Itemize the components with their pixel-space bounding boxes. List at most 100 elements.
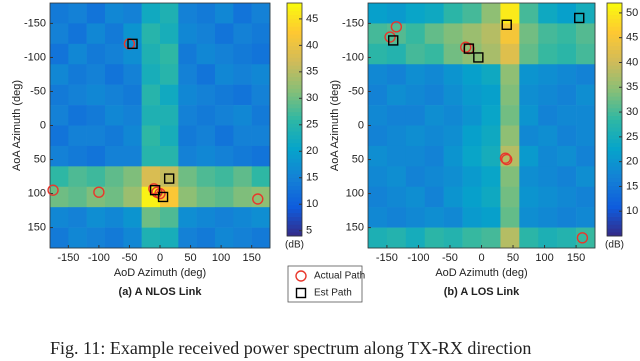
colorbar-step	[287, 26, 302, 31]
colorbar-step	[607, 41, 622, 47]
heatmap-cell	[576, 64, 596, 85]
heatmap-cell	[68, 145, 87, 167]
colorbar-step	[287, 53, 302, 58]
colorbar-step	[287, 107, 302, 113]
heatmap-cell	[519, 64, 539, 85]
heatmap-cell	[105, 207, 124, 228]
heatmap-cell	[251, 3, 271, 24]
heatmap-cell	[196, 64, 216, 85]
heatmap-cell	[233, 145, 252, 167]
heatmap-cell	[368, 23, 388, 45]
heatmap-cell	[405, 125, 426, 147]
heatmap-cell	[196, 3, 216, 24]
heatmap-cell	[215, 84, 234, 106]
heatmap-cell	[196, 166, 216, 188]
colorbar-step	[287, 119, 302, 124]
colorbar-step	[287, 10, 302, 16]
heatmap-cell	[368, 186, 388, 208]
heatmap-cell	[576, 105, 596, 126]
heatmap-cell	[141, 84, 161, 106]
heatmap-cell	[68, 3, 87, 24]
y-axis-label: AoA Azimuth (deg)	[11, 80, 23, 171]
colorbar-step	[607, 212, 622, 217]
colorbar-step	[287, 3, 302, 8]
heatmap-cell	[405, 207, 426, 228]
heatmap-cell	[160, 166, 179, 188]
colorbar-step	[287, 76, 302, 82]
heatmap-cell	[368, 125, 388, 147]
heatmap-cell	[500, 166, 520, 188]
heatmap-cell	[68, 105, 87, 126]
colorbar-step	[607, 34, 622, 39]
heatmap-cell	[160, 64, 179, 85]
colorbar-tick-label: 30	[626, 106, 638, 118]
heatmap-cell	[386, 186, 407, 208]
heatmap-cell	[233, 84, 252, 106]
heatmap-cell	[519, 23, 539, 45]
heatmap-cell	[178, 207, 197, 228]
heatmap-cell	[233, 43, 252, 65]
colorbar-step	[607, 3, 622, 8]
heatmap-cell	[386, 145, 407, 167]
colorbar-step	[607, 154, 622, 159]
heatmap-cell	[178, 3, 197, 24]
actual-path-marker	[47, 184, 59, 196]
heatmap-cell	[233, 23, 252, 45]
x-tick-label: 0	[157, 252, 163, 264]
colorbar-step	[607, 189, 622, 194]
panel-caption: (b) A LOS Link	[444, 286, 520, 298]
heatmap-cell	[386, 227, 407, 249]
heatmap-cell	[196, 84, 216, 106]
heatmap-cell	[576, 125, 596, 147]
heatmap-cell	[500, 207, 520, 228]
colorbar-step	[287, 6, 302, 12]
heatmap-cell	[424, 23, 444, 45]
colorbar-step	[607, 150, 622, 155]
heatmap-cell	[424, 186, 444, 208]
colorbar-step	[287, 88, 302, 93]
colorbar-step	[607, 185, 622, 190]
x-axis-label: AoD Azimuth (deg)	[114, 267, 206, 279]
colorbar-step	[287, 92, 302, 97]
x-tick-label: 150	[567, 252, 585, 264]
heatmap-cell	[215, 207, 234, 228]
heatmap-cell	[178, 43, 197, 65]
heatmap-cell	[576, 43, 596, 65]
heatmap-cell	[386, 207, 407, 228]
heatmap-cell	[141, 105, 161, 126]
colorbar-tick-label: 10	[626, 205, 638, 217]
heatmap-cell	[519, 145, 539, 167]
heatmap-cell	[105, 3, 124, 24]
heatmap-cell	[557, 43, 577, 65]
heatmap-cell	[251, 64, 271, 85]
colorbar-tick-label: 15	[306, 172, 318, 184]
est-path-marker	[163, 173, 175, 184]
colorbar-step	[607, 162, 622, 167]
legend-label: Actual Path	[314, 271, 365, 282]
legend-box	[287, 265, 363, 303]
heatmap-cell	[160, 105, 179, 126]
heatmap-cell	[424, 145, 444, 167]
heatmap-cell	[481, 125, 501, 147]
est-path-marker	[157, 191, 169, 203]
colorbar-step	[607, 53, 622, 58]
heatmap-cell	[68, 186, 87, 208]
heatmap-cell	[519, 207, 539, 228]
heatmap-cell	[233, 105, 252, 126]
colorbar-step	[287, 166, 302, 171]
colorbar-tick-label: 10	[306, 198, 318, 210]
heatmap-cell	[481, 145, 501, 167]
heatmap-cell	[462, 227, 482, 249]
x-tick-label: 100	[535, 252, 553, 264]
colorbar-step	[607, 169, 622, 175]
heatmap-cell	[538, 3, 558, 24]
heatmap-cell	[500, 186, 520, 208]
colorbar-step	[607, 76, 622, 82]
y-tick-label: 50	[34, 153, 46, 165]
colorbar-step	[607, 100, 622, 105]
heatmap-cell	[233, 227, 252, 249]
colorbar-step	[287, 131, 302, 136]
heatmap-cell	[196, 186, 216, 208]
heatmap-cell	[405, 186, 426, 208]
heatmap-cell	[123, 207, 142, 228]
